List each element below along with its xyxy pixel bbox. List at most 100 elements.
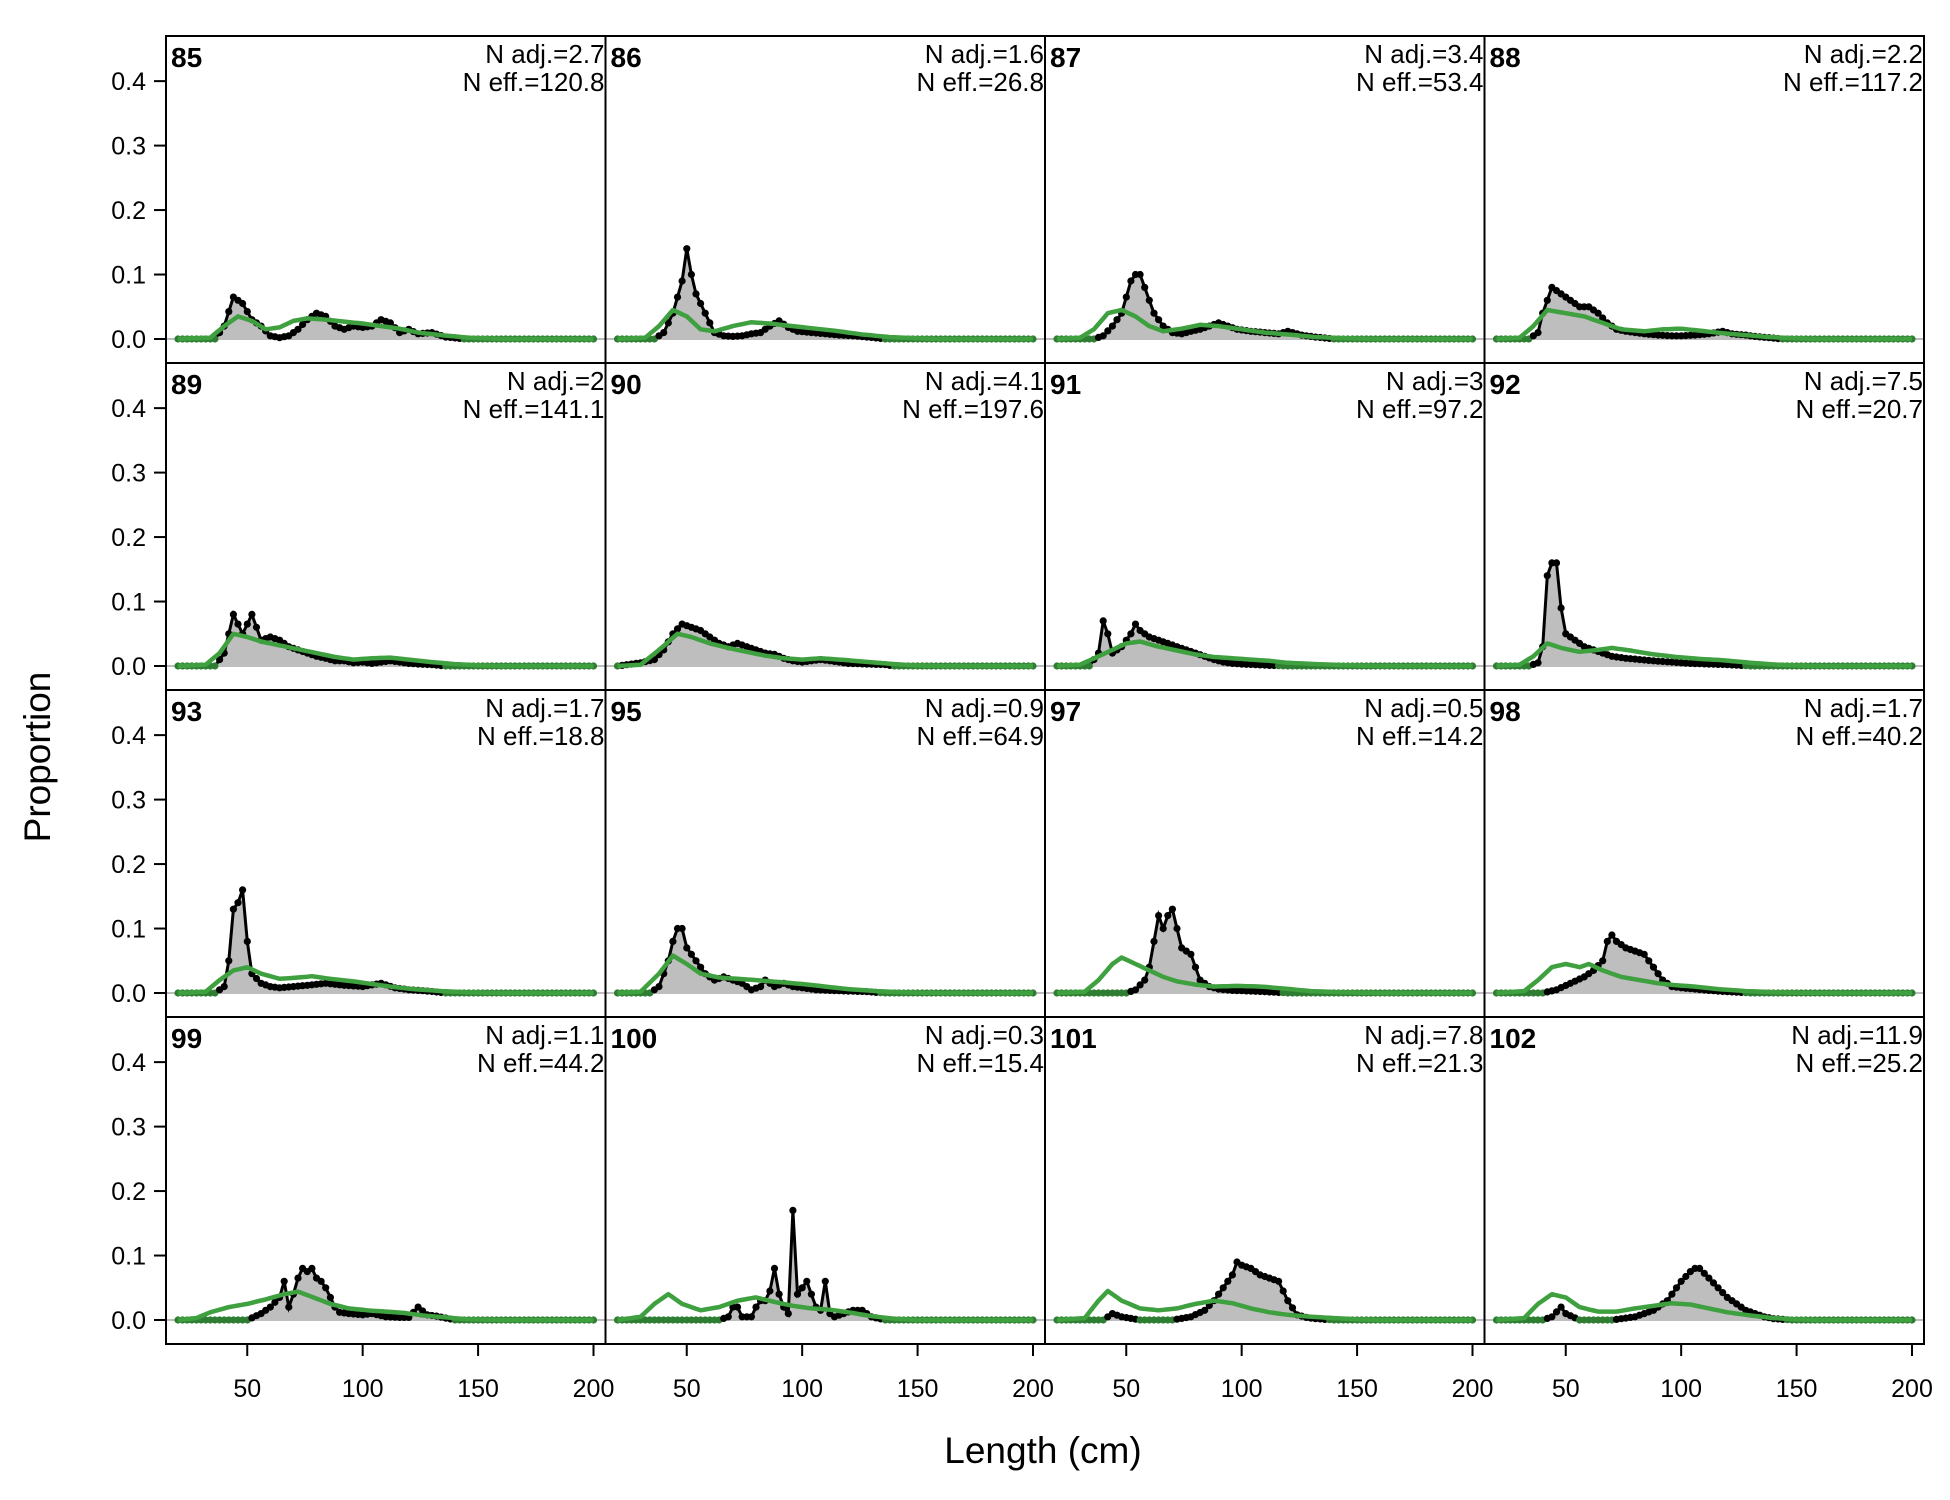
observed-point	[294, 325, 302, 333]
x-tick-label: 200	[1891, 1375, 1933, 1403]
observed-point	[747, 1313, 756, 1321]
observed-point	[1672, 1284, 1681, 1292]
y-tick-label: 0.4	[111, 722, 146, 750]
observed-area	[617, 624, 1033, 666]
expected-line	[1056, 639, 1473, 669]
observed-point	[1127, 277, 1135, 285]
panel-label: 90	[611, 369, 642, 400]
x-tick-label: 200	[573, 1375, 615, 1403]
y-tick-label: 0.1	[111, 262, 146, 290]
observed-point	[706, 319, 714, 327]
observed-point	[1131, 986, 1140, 994]
x-tick-label: 100	[1660, 1375, 1702, 1403]
panel-label: 87	[1050, 42, 1081, 73]
observed-point	[683, 245, 691, 253]
observed-point	[1682, 1272, 1690, 1281]
panel-label: 93	[171, 696, 202, 727]
panel-n-eff: N eff.=21.3	[1356, 1048, 1483, 1078]
observed-point	[234, 899, 242, 907]
panel-n-adj: N adj.=2	[507, 366, 605, 396]
observed-point	[803, 1277, 811, 1285]
panel-100: 100 N adj.=0.3N eff.=15.4	[604, 1016, 1046, 1345]
panel-n-eff: N eff.=15.4	[917, 1048, 1044, 1078]
observed-point	[1173, 924, 1181, 933]
panels-layer: 85 N adj.=2.7N eff.=120.889 N adj.=2N eff.…	[165, 35, 1925, 1345]
observed-point	[1131, 620, 1140, 628]
observed-point	[1557, 604, 1565, 612]
observed-point	[678, 924, 686, 933]
panel-label: 88	[1490, 42, 1521, 73]
expected-line	[1496, 961, 1912, 996]
expected-line	[1056, 307, 1473, 342]
observed-point	[664, 319, 672, 327]
panel-n-eff: N eff.=25.2	[1796, 1048, 1923, 1078]
x-tick-label: 150	[1776, 1375, 1818, 1403]
observed-point	[266, 1303, 274, 1311]
observed-point	[239, 299, 247, 308]
observed-point	[1168, 905, 1176, 913]
panel-n-eff: N eff.=44.2	[477, 1048, 604, 1078]
y-tick-label: 0.3	[111, 787, 146, 815]
observed-area	[1496, 935, 1912, 993]
y-tick-label: 0.0	[111, 980, 146, 1008]
observed-point	[1594, 309, 1602, 317]
observed-point	[1104, 630, 1112, 638]
panel-n-adj: N adj.=1.1	[485, 1020, 604, 1050]
observed-point	[1164, 912, 1172, 920]
observed-point	[1108, 322, 1116, 330]
observed-point	[697, 299, 705, 308]
x-tick-label: 50	[673, 1375, 701, 1403]
observed-point	[229, 905, 237, 913]
panel-n-adj: N adj.=1.7	[485, 693, 604, 723]
observed-point	[1284, 1297, 1292, 1305]
panel-label: 98	[1490, 696, 1521, 727]
observed-point	[1127, 630, 1135, 638]
observed-point	[1155, 912, 1163, 920]
panel-101: 101 N adj.=7.8N eff.=21.3	[1044, 1016, 1486, 1345]
observed-point	[1141, 283, 1149, 291]
y-tick-label: 0.4	[111, 395, 146, 423]
observed-area	[1057, 909, 1473, 993]
observed-point	[1599, 314, 1607, 322]
observed-point	[1219, 1284, 1227, 1292]
observed-point	[1145, 296, 1153, 304]
observed-area	[1057, 1262, 1473, 1320]
observed-point	[1150, 937, 1158, 946]
panel-label: 89	[171, 369, 202, 400]
observed-point	[821, 1277, 829, 1285]
observed-point	[1275, 1277, 1283, 1285]
panel-91: 91 N adj.=3N eff.=97.2	[1044, 362, 1486, 691]
expected-line	[617, 307, 1033, 342]
observed-point	[1150, 309, 1158, 317]
panel-n-eff: N eff.=117.2	[1783, 67, 1923, 97]
panel-102: 102 N adj.=11.9N eff.=25.2	[1483, 1016, 1925, 1345]
y-tick-label: 0.1	[111, 916, 146, 944]
observed-point	[225, 957, 233, 965]
observed-line	[1057, 905, 1473, 995]
panel-n-eff: N eff.=141.1	[463, 394, 605, 424]
observed-point	[1552, 559, 1561, 567]
observed-point	[766, 1287, 774, 1295]
observed-point	[1709, 1279, 1718, 1287]
panel-97: 97 N adj.=0.5N eff.=14.2	[1044, 689, 1486, 1018]
observed-point	[386, 319, 394, 327]
observed-point	[1548, 1313, 1556, 1321]
observed-point	[225, 308, 233, 316]
y-tick-label: 0.0	[111, 1307, 146, 1335]
expected-line	[1056, 1288, 1473, 1323]
y-axis-label: Proportion	[17, 672, 58, 843]
observed-point	[252, 623, 261, 631]
observed-point	[1099, 332, 1107, 340]
observed-point	[220, 983, 228, 991]
panel-99: 99 N adj.=1.1N eff.=44.2	[165, 1016, 607, 1345]
observed-point	[655, 983, 663, 991]
panel-n-adj: N adj.=7.5	[1804, 366, 1923, 396]
observed-point	[229, 610, 237, 619]
observed-point	[1557, 1303, 1565, 1311]
observed-point	[1224, 1277, 1232, 1285]
panel-n-eff: N eff.=14.2	[1356, 721, 1483, 751]
observed-point	[326, 1293, 334, 1301]
panel-n-adj: N adj.=3.4	[1364, 39, 1483, 69]
observed-point	[784, 1310, 792, 1318]
panel-label: 101	[1050, 1023, 1097, 1054]
